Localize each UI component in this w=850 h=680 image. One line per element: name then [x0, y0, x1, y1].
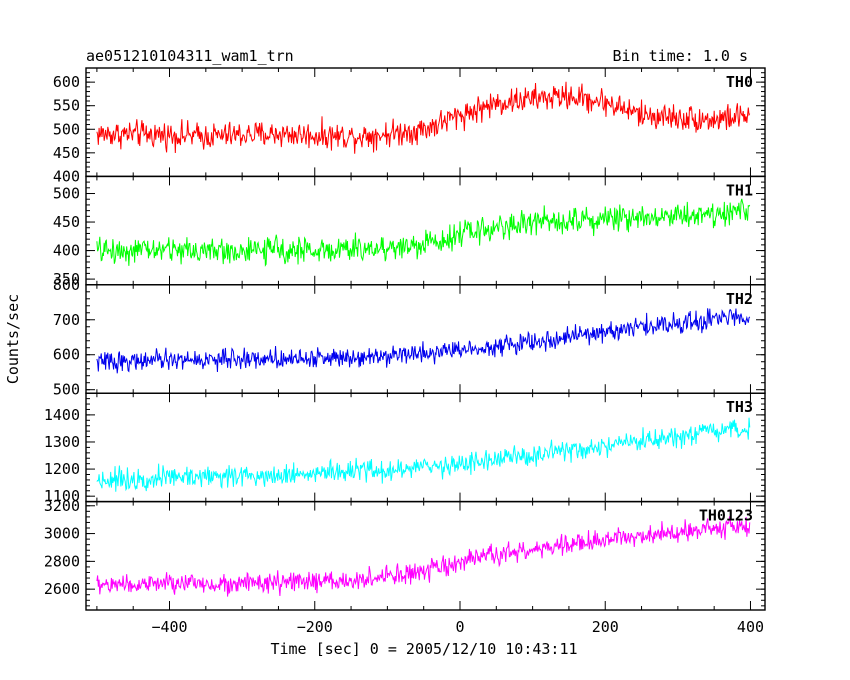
- y-tick-label: 1400: [44, 406, 80, 424]
- series-line-th0: [96, 81, 751, 154]
- bin-time-label: Bin time: 1.0 s: [613, 47, 748, 65]
- x-tick-label: 0: [455, 618, 464, 636]
- x-tick-label: 200: [592, 618, 619, 636]
- y-tick-label: 450: [53, 213, 80, 231]
- y-tick-label: 2800: [44, 552, 80, 570]
- y-tick-label: 350: [53, 270, 80, 288]
- x-axis-title: Time [sec] 0 = 2005/12/10 10:43:11: [270, 640, 577, 658]
- y-tick-label: 800: [53, 276, 80, 294]
- panel-label-th1: TH1: [726, 181, 753, 199]
- series-line-th3: [96, 417, 751, 492]
- x-tick-label: 400: [737, 618, 764, 636]
- y-tick-label: 2600: [44, 580, 80, 598]
- panel-th0123: 2600 2800 3000 3200 TH0123: [44, 497, 766, 611]
- panel-frame: [85, 284, 766, 394]
- y-tick-label: 400: [53, 242, 80, 260]
- series-line-th1: [96, 198, 751, 267]
- panel-th0: 400 450 500 550 600 TH0: [53, 67, 766, 185]
- x-tick-label: −400: [151, 618, 187, 636]
- y-tick-label: 450: [53, 144, 80, 162]
- y-tick-label: 600: [53, 346, 80, 364]
- y-tick-label: 500: [53, 381, 80, 399]
- y-tick-label: 550: [53, 97, 80, 115]
- y-tick-label: 1300: [44, 433, 80, 451]
- panel-label-th2: TH2: [726, 290, 753, 308]
- panel-frame: [85, 500, 766, 611]
- chart-title: ae051210104311_wam1_trn: [86, 47, 294, 65]
- panels-group: 400 450 500 550 600 TH0 350 400 450 500 TH1 500 600 7…: [44, 67, 766, 611]
- x-tick-label: −200: [297, 618, 333, 636]
- panel-label-th0123: TH0123: [699, 507, 753, 525]
- y-tick-label: 600: [53, 73, 80, 91]
- panel-label-th3: TH3: [726, 398, 753, 416]
- y-tick-label: 400: [53, 167, 80, 185]
- y-tick-label: 1200: [44, 460, 80, 478]
- panel-label-th0: TH0: [726, 73, 753, 91]
- y-tick-label: 500: [53, 120, 80, 138]
- panel-th3: 1100 1200 1300 1400 TH3: [44, 392, 766, 505]
- panel-th2: 500 600 700 800 TH2: [53, 276, 766, 399]
- x-axis: −400 −200 0 200 400: [151, 618, 764, 636]
- series-line-th0123: [96, 515, 751, 597]
- y-tick-label: 3200: [44, 497, 80, 515]
- y-tick-label: 3000: [44, 525, 80, 543]
- y-tick-label: 700: [53, 311, 80, 329]
- y-tick-label: 500: [53, 185, 80, 203]
- panel-frame: [85, 392, 766, 503]
- y-tick-label: 1100: [44, 487, 80, 505]
- y-axis-title: Counts/sec: [4, 294, 22, 384]
- series-line-th2: [96, 308, 751, 374]
- panel-th1: 350 400 450 500 TH1: [53, 175, 766, 288]
